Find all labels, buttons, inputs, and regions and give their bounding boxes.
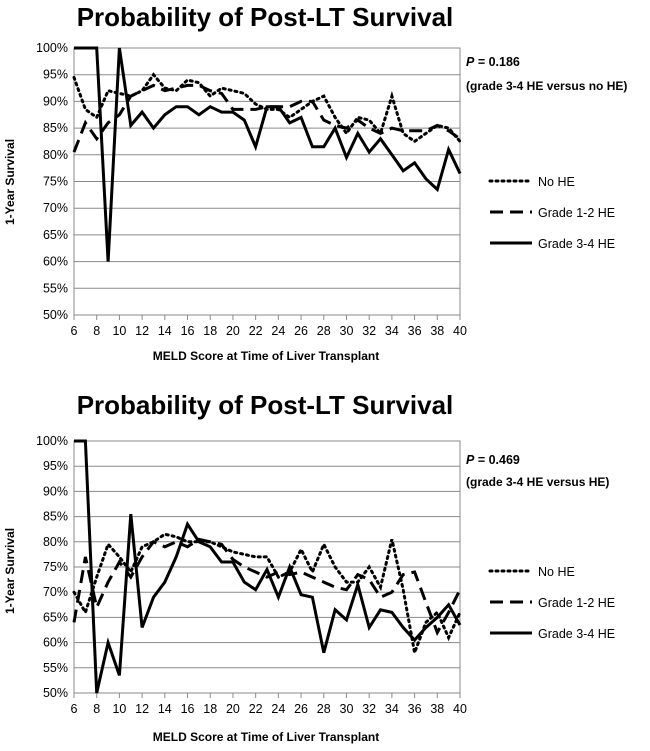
x-tick-label: 36 xyxy=(408,324,422,338)
y-tick-label: 55% xyxy=(43,281,68,295)
y-tick-label: 60% xyxy=(43,255,68,269)
series-line-grade-3-4-he xyxy=(74,46,462,262)
y-tick-label: 95% xyxy=(43,68,68,82)
p-label: P xyxy=(466,453,475,467)
x-axis-label: MELD Score at Time of Liver Transplant xyxy=(153,730,380,744)
chart-bottom: Probability of Post-LT Survival 1-Year S… xyxy=(0,373,650,746)
x-tick-label: 24 xyxy=(271,324,285,338)
y-tick-label: 85% xyxy=(43,121,68,135)
legend-label: Grade 3-4 HE xyxy=(538,237,615,251)
p-label: P xyxy=(466,55,475,69)
y-tick-label: 90% xyxy=(43,484,68,498)
p-value-annotation: P = 0.469 xyxy=(466,453,520,467)
p-comparison: (grade 3-4 HE versus no HE) xyxy=(466,79,627,93)
p-value: = 0.469 xyxy=(474,453,520,467)
x-tick-label: 20 xyxy=(226,702,240,716)
series-line-grade-3-4-he xyxy=(74,439,462,694)
legend-label: Grade 3-4 HE xyxy=(538,627,615,641)
chart-bottom-svg: Probability of Post-LT Survival 1-Year S… xyxy=(3,390,615,744)
y-tick-label: 95% xyxy=(43,459,68,473)
x-tick-label: 30 xyxy=(340,702,354,716)
plot-area: 50% 55% 60% 65% 70% 75% 80% 85% 90% 95% 100% 6 8 10 12… xyxy=(36,434,615,716)
x-tick-label: 8 xyxy=(93,702,100,716)
x-tick-label: 26 xyxy=(294,702,308,716)
y-tick-label: 65% xyxy=(43,610,68,624)
x-tick-label: 34 xyxy=(385,324,399,338)
x-tick-label: 32 xyxy=(362,324,376,338)
chart-title: Probability of Post-LT Survival xyxy=(77,390,454,420)
chart-title: Probability of Post-LT Survival xyxy=(77,2,454,32)
x-tick-label: 18 xyxy=(203,702,217,716)
legend-label: Grade 1-2 HE xyxy=(538,206,615,220)
y-tick-label: 60% xyxy=(43,636,68,650)
series-line-grade-1-2-he xyxy=(72,537,462,637)
x-tick-label: 28 xyxy=(317,324,331,338)
legend-label: No HE xyxy=(538,175,575,189)
x-tick-label: 16 xyxy=(181,324,195,338)
x-tick-label: 6 xyxy=(71,324,78,338)
x-tick-label: 12 xyxy=(135,702,149,716)
x-tick-label: 18 xyxy=(203,324,217,338)
x-tick-label: 10 xyxy=(112,324,126,338)
y-tick-label: 100% xyxy=(36,434,68,448)
p-value: = 0.186 xyxy=(474,55,520,69)
x-tick-label: 38 xyxy=(430,702,444,716)
x-tick-label: 14 xyxy=(158,702,172,716)
plot-border xyxy=(73,47,461,316)
x-tick-label: 36 xyxy=(408,702,422,716)
x-tick-label: 12 xyxy=(135,324,149,338)
x-tick-label: 22 xyxy=(249,702,263,716)
y-tick-label: 75% xyxy=(43,175,68,189)
y-tick-label: 90% xyxy=(43,94,68,108)
x-tick-label: 6 xyxy=(71,702,78,716)
plot-border xyxy=(73,440,461,694)
x-tick-label: 40 xyxy=(453,702,467,716)
x-tick-label: 26 xyxy=(294,324,308,338)
y-tick-label: 75% xyxy=(43,560,68,574)
y-tick-label: 70% xyxy=(43,585,68,599)
plot-area: 50% 55% 60% 65% 70% 75% 80% 85% 90% 95% 100% 6 8 10 12… xyxy=(36,41,615,338)
x-axis-label: MELD Score at Time of Liver Transplant xyxy=(153,349,380,363)
x-tick-label: 16 xyxy=(181,702,195,716)
y-tick-label: 80% xyxy=(43,148,68,162)
y-tick-label: 50% xyxy=(43,308,68,322)
series-line-no-he xyxy=(72,532,462,659)
x-tick-label: 20 xyxy=(226,324,240,338)
x-tick-label: 8 xyxy=(93,324,100,338)
chart-top: Probability of Post-LT Survival 1-Year S… xyxy=(0,0,650,373)
x-tick-label: 32 xyxy=(362,702,376,716)
y-tick-label: 50% xyxy=(43,686,68,700)
y-tick-label: 65% xyxy=(43,228,68,242)
y-axis-label: 1-Year Survival xyxy=(3,528,17,614)
x-tick-label: 14 xyxy=(158,324,172,338)
x-tick-label: 30 xyxy=(340,324,354,338)
x-tick-label: 34 xyxy=(385,702,399,716)
series-line-grade-1-2-he xyxy=(72,83,461,153)
y-tick-label: 70% xyxy=(43,201,68,215)
x-tick-label: 24 xyxy=(271,702,285,716)
y-tick-label: 85% xyxy=(43,510,68,524)
x-tick-label: 40 xyxy=(453,324,467,338)
x-tick-label: 38 xyxy=(430,324,444,338)
y-axis-label: 1-Year Survival xyxy=(3,139,17,225)
y-tick-label: 100% xyxy=(36,41,68,55)
chart-top-svg: Probability of Post-LT Survival 1-Year S… xyxy=(3,2,627,363)
x-tick-label: 28 xyxy=(317,702,331,716)
y-tick-label: 80% xyxy=(43,535,68,549)
x-tick-label: 10 xyxy=(112,702,126,716)
y-tick-label: 55% xyxy=(43,661,68,675)
p-value-annotation: P = 0.186 xyxy=(466,55,520,69)
p-comparison: (grade 3-4 HE versus HE) xyxy=(466,475,609,489)
legend-label: Grade 1-2 HE xyxy=(538,596,615,610)
x-tick-label: 22 xyxy=(249,324,263,338)
legend-label: No HE xyxy=(538,565,575,579)
